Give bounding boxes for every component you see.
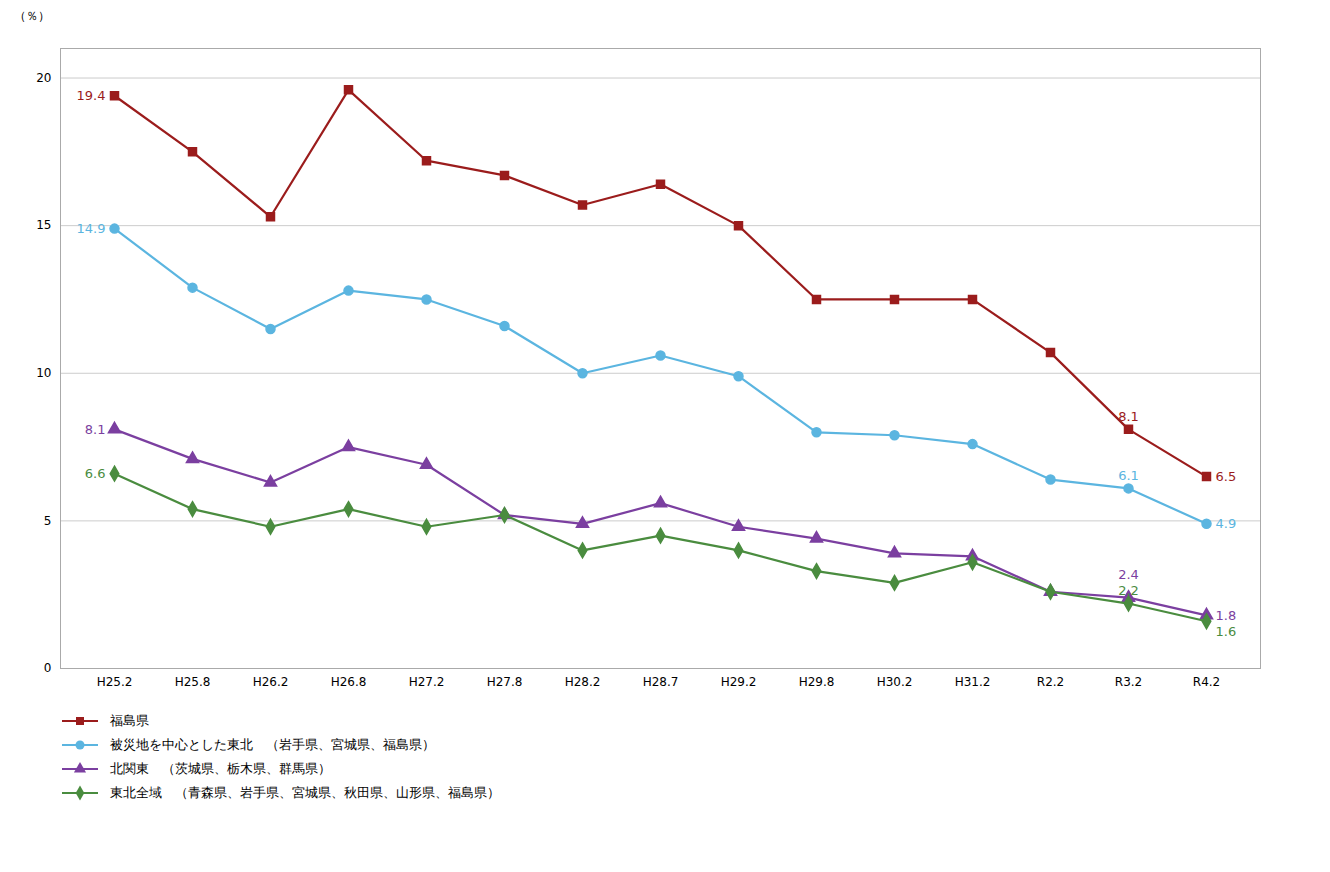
html-text:北関東 （茨城県、栃木県、群馬県）: 北関東 （茨城県、栃木県、群馬県） xyxy=(110,761,331,776)
svg-text:H26.2: H26.2 xyxy=(253,675,289,689)
html-text:被災地を中心とした東北 （岩手県、宮城県、福島県）: 被災地を中心とした東北 （岩手県、宮城県、福島県） xyxy=(110,737,435,752)
svg-text:1.8: 1.8 xyxy=(1216,608,1237,623)
html-text:福島県: 福島県 xyxy=(110,713,149,728)
svg-text:0: 0 xyxy=(44,661,52,675)
svg-text:5: 5 xyxy=(44,514,52,528)
svg-text:H27.8: H27.8 xyxy=(487,675,523,689)
svg-text:19.4: 19.4 xyxy=(77,88,106,103)
svg-text:4.9: 4.9 xyxy=(1216,516,1237,531)
svg-text:H29.2: H29.2 xyxy=(721,675,757,689)
svg-text:H27.2: H27.2 xyxy=(409,675,445,689)
svg-text:H28.7: H28.7 xyxy=(643,675,679,689)
svg-text:14.9: 14.9 xyxy=(77,221,106,236)
svg-text:R4.2: R4.2 xyxy=(1193,675,1220,689)
svg-text:H31.2: H31.2 xyxy=(955,675,991,689)
svg-text:2.4: 2.4 xyxy=(1118,567,1139,582)
svg-text:H26.8: H26.8 xyxy=(331,675,367,689)
svg-text:8.1: 8.1 xyxy=(85,422,106,437)
svg-text:8.1: 8.1 xyxy=(1118,409,1139,424)
svg-text:1.6: 1.6 xyxy=(1216,624,1237,639)
svg-text:H29.8: H29.8 xyxy=(799,675,835,689)
svg-text:H25.2: H25.2 xyxy=(97,675,133,689)
svg-text:6.6: 6.6 xyxy=(85,466,106,481)
svg-text:H30.2: H30.2 xyxy=(877,675,913,689)
svg-text:6.5: 6.5 xyxy=(1216,469,1237,484)
html-text:東北全域 （青森県、岩手県、宮城県、秋田県、山形県、福島県）: 東北全域 （青森県、岩手県、宮城県、秋田県、山形県、福島県） xyxy=(110,785,500,800)
svg-text:H28.2: H28.2 xyxy=(565,675,601,689)
svg-text:6.1: 6.1 xyxy=(1118,468,1139,483)
svg-text:15: 15 xyxy=(36,218,51,232)
svg-text:2.2: 2.2 xyxy=(1118,583,1139,598)
svg-text:H25.8: H25.8 xyxy=(175,675,211,689)
svg-text:R2.2: R2.2 xyxy=(1037,675,1064,689)
svg-text:20: 20 xyxy=(36,71,51,85)
svg-text:10: 10 xyxy=(36,366,51,380)
svg-text:R3.2: R3.2 xyxy=(1115,675,1142,689)
svg-text:（％）: （％） xyxy=(14,9,50,23)
